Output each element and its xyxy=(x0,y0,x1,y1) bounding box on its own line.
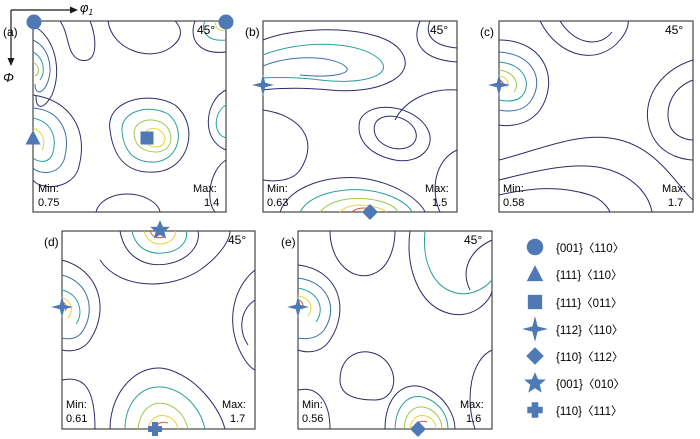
max-value: 1.7 xyxy=(230,413,245,425)
max-value: 1.5 xyxy=(432,197,447,209)
cross-marker xyxy=(148,422,162,436)
panel-label: (d) xyxy=(44,235,59,249)
panel-label: (a) xyxy=(3,25,18,39)
legend-entry: {110}〈111〉 xyxy=(556,405,623,418)
four-point-star-marker xyxy=(287,296,309,318)
panel-c: (c) 45° Min: 0.58 Max: 1.7 xyxy=(480,20,694,213)
max-label: Max: xyxy=(460,399,484,411)
angle-label: 45° xyxy=(464,233,482,247)
legend-five-point-star-icon xyxy=(524,372,546,393)
min-value: 0.58 xyxy=(503,197,524,209)
legend-triangle-icon xyxy=(526,265,544,282)
circle-marker xyxy=(26,14,42,30)
max-value: 1.6 xyxy=(466,413,481,425)
panel-b: (b) 45° Min: 0.63 Max: 1.5 xyxy=(245,20,458,220)
angle-label: 45° xyxy=(228,233,246,247)
min-value: 0.75 xyxy=(38,197,59,209)
panel-d: (d) 45° Min: 0.61 Max: 1.7 xyxy=(44,220,256,436)
legend-entry: {001}〈010〉 xyxy=(556,378,625,391)
max-value: 1.7 xyxy=(668,197,683,209)
panel-a: (a) 45° Min: 0.75 Max: 1.4 xyxy=(3,14,234,213)
legend-square-icon xyxy=(527,294,543,310)
legend-cross-icon xyxy=(527,402,543,418)
panel-label: (e) xyxy=(281,235,296,249)
diamond-marker xyxy=(410,421,426,437)
triangle-marker xyxy=(25,130,41,145)
min-label: Min: xyxy=(267,183,288,195)
diamond-marker xyxy=(362,204,378,220)
circle-marker xyxy=(218,14,234,30)
legend-entry: {001}〈110〉 xyxy=(556,242,624,255)
four-point-star-marker xyxy=(488,74,510,96)
angle-label: 45° xyxy=(665,23,683,37)
panel-label: (b) xyxy=(245,25,260,39)
min-label: Min: xyxy=(66,399,87,411)
min-value: 0.63 xyxy=(267,197,288,209)
square-marker xyxy=(140,131,154,145)
legend-four-point-star-icon xyxy=(522,316,548,342)
legend-diamond-icon xyxy=(526,347,544,365)
min-label: Min: xyxy=(38,183,59,195)
max-label: Max: xyxy=(193,183,217,195)
min-label: Min: xyxy=(302,399,323,411)
axis-arrows xyxy=(7,6,78,66)
min-label: Min: xyxy=(503,183,524,195)
phi1-axis-label: φ1 xyxy=(80,0,93,17)
legend-entry: {111}〈110〉 xyxy=(556,269,623,282)
legend-entry: {111}〈011〉 xyxy=(556,297,623,310)
panel-label: (c) xyxy=(480,25,494,39)
panel-e: (e) 45° Min: 0.56 Max: 1.6 xyxy=(281,230,493,437)
min-value: 0.56 xyxy=(302,413,323,425)
legend-circle-icon xyxy=(526,238,544,256)
min-value: 0.61 xyxy=(66,413,87,425)
phi-axis-label: Φ xyxy=(3,70,14,85)
legend-entry: {110}〈112〉 xyxy=(556,351,623,364)
max-label: Max: xyxy=(222,399,246,411)
angle-label: 45° xyxy=(430,23,448,37)
four-point-star-marker xyxy=(51,296,73,318)
max-value: 1.4 xyxy=(204,197,219,209)
legend: {001}〈110〉 {111}〈110〉 {111}〈011〉 {112}〈1… xyxy=(522,238,625,418)
max-label: Max: xyxy=(425,183,449,195)
angle-label: 45° xyxy=(197,23,215,37)
max-label: Max: xyxy=(662,183,686,195)
legend-entry: {112}〈110〉 xyxy=(556,324,623,337)
